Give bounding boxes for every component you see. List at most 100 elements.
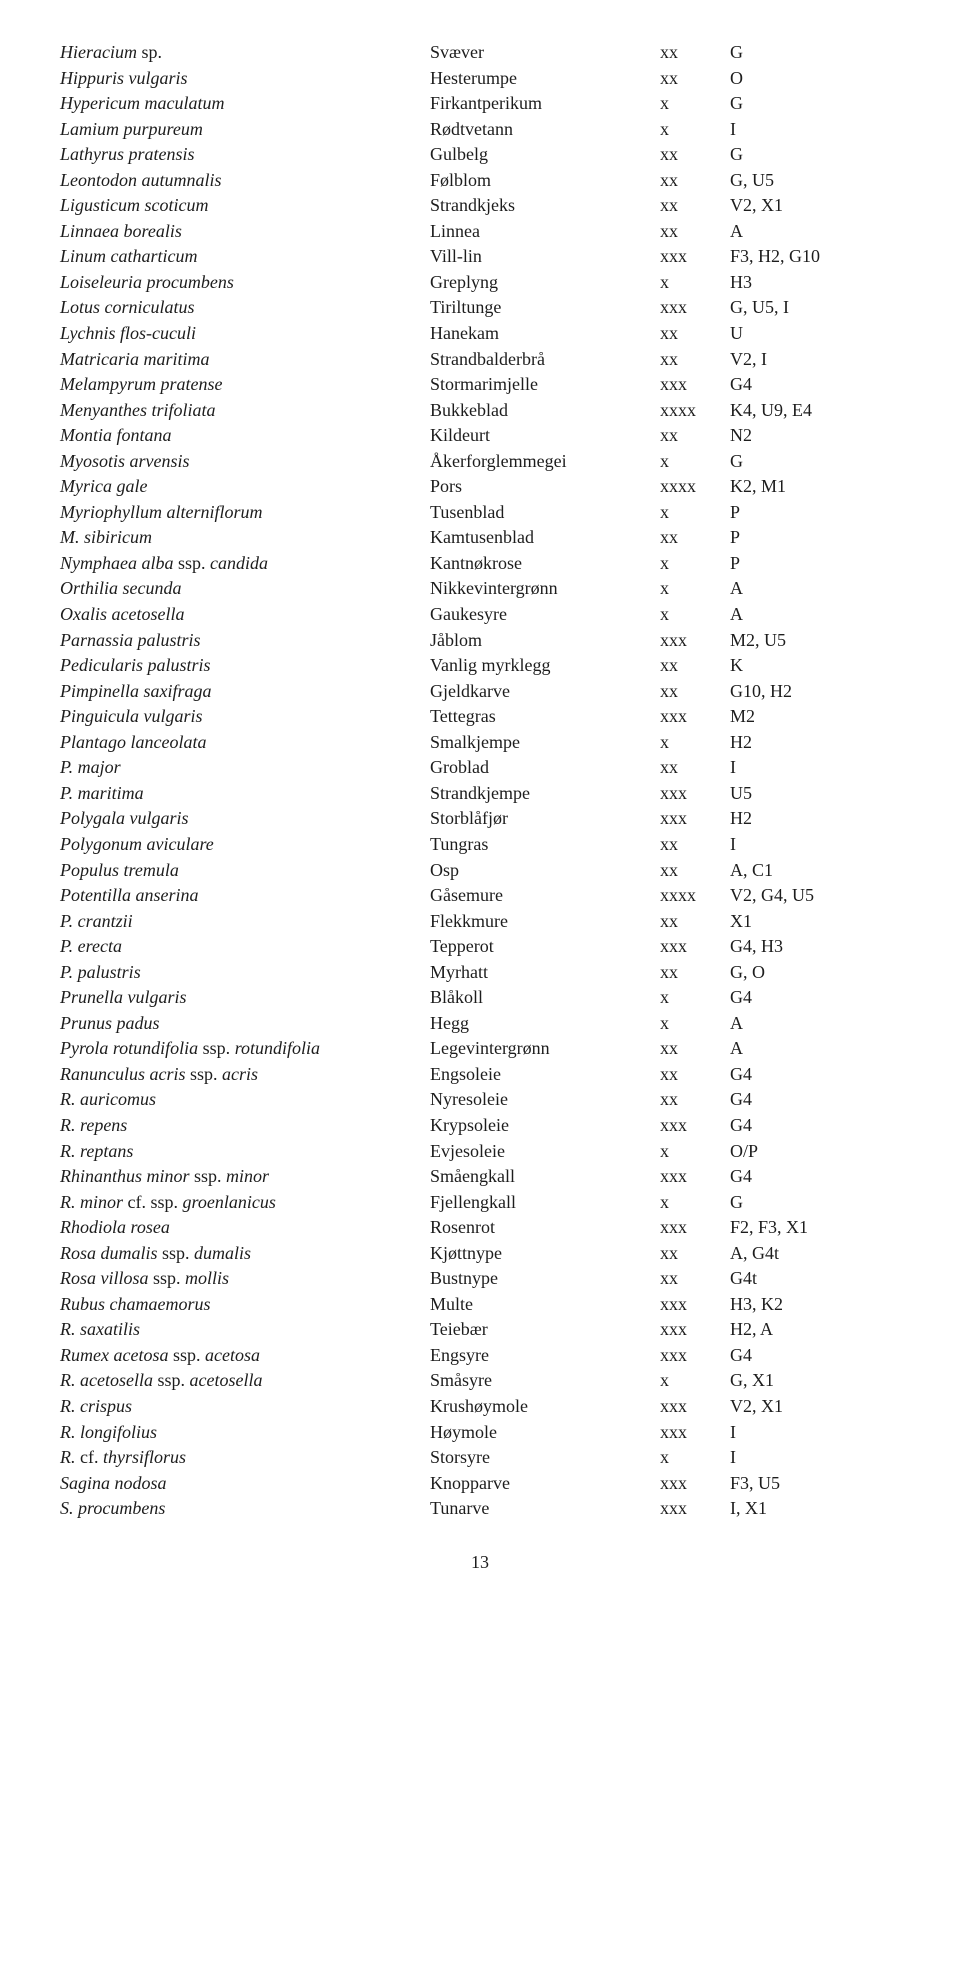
common-name: Nikkevintergrønn — [430, 576, 660, 602]
codes: I — [730, 832, 900, 858]
table-row: Melampyrum pratenseStormarimjellexxxG4 — [60, 372, 900, 398]
scientific-name: Parnassia palustris — [60, 628, 430, 654]
table-row: Hippuris vulgarisHesterumpexxO — [60, 66, 900, 92]
table-row: Hypericum maculatumFirkantperikumxG — [60, 91, 900, 117]
scientific-name: Populus tremula — [60, 858, 430, 884]
common-name: Småengkall — [430, 1164, 660, 1190]
scientific-name: P. major — [60, 755, 430, 781]
scientific-name: P. palustris — [60, 960, 430, 986]
table-row: M. sibiricumKamtusenbladxxP — [60, 525, 900, 551]
common-name: Gaukesyre — [430, 602, 660, 628]
table-row: P. majorGrobladxxI — [60, 755, 900, 781]
codes: H2, A — [730, 1317, 900, 1343]
scientific-name: Montia fontana — [60, 423, 430, 449]
frequency: x — [660, 117, 730, 143]
table-row: Ligusticum scoticumStrandkjeksxxV2, X1 — [60, 193, 900, 219]
codes: A — [730, 219, 900, 245]
table-row: Lathyrus pratensisGulbelgxxG — [60, 142, 900, 168]
common-name: Strandkjeks — [430, 193, 660, 219]
frequency: xxx — [660, 1317, 730, 1343]
table-row: Populus tremulaOspxxA, C1 — [60, 858, 900, 884]
frequency: xxx — [660, 1343, 730, 1369]
scientific-name: R. reptans — [60, 1139, 430, 1165]
scientific-name: Pimpinella saxifraga — [60, 679, 430, 705]
common-name: Firkantperikum — [430, 91, 660, 117]
frequency: x — [660, 270, 730, 296]
codes: I — [730, 1420, 900, 1446]
table-row: R. auricomusNyresoleiexxG4 — [60, 1087, 900, 1113]
table-row: Prunus padusHeggxA — [60, 1011, 900, 1037]
scientific-name: R. acetosella ssp. acetosella — [60, 1368, 430, 1394]
frequency: x — [660, 602, 730, 628]
frequency: xxx — [660, 295, 730, 321]
codes: G4 — [730, 1343, 900, 1369]
table-row: Linum catharticumVill-linxxxF3, H2, G10 — [60, 244, 900, 270]
table-row: Lotus corniculatusTiriltungexxxG, U5, I — [60, 295, 900, 321]
codes: A — [730, 602, 900, 628]
table-row: Pyrola rotundifolia ssp. rotundifoliaLeg… — [60, 1036, 900, 1062]
table-row: Linnaea borealisLinneaxxA — [60, 219, 900, 245]
scientific-name: M. sibiricum — [60, 525, 430, 551]
frequency: x — [660, 500, 730, 526]
scientific-name: Lamium purpureum — [60, 117, 430, 143]
frequency: xx — [660, 321, 730, 347]
table-row: R. acetosella ssp. acetosellaSmåsyrexG, … — [60, 1368, 900, 1394]
table-row: Orthilia secundaNikkevintergrønnxA — [60, 576, 900, 602]
scientific-name: Rhinanthus minor ssp. minor — [60, 1164, 430, 1190]
table-row: Pinguicula vulgarisTettegrasxxxM2 — [60, 704, 900, 730]
common-name: Kantnøkrose — [430, 551, 660, 577]
codes: V2, I — [730, 347, 900, 373]
scientific-name: Melampyrum pratense — [60, 372, 430, 398]
scientific-name: Prunus padus — [60, 1011, 430, 1037]
codes: K2, M1 — [730, 474, 900, 500]
codes: G10, H2 — [730, 679, 900, 705]
table-row: Lamium purpureumRødtvetannxI — [60, 117, 900, 143]
frequency: xx — [660, 168, 730, 194]
scientific-name: P. maritima — [60, 781, 430, 807]
common-name: Tepperot — [430, 934, 660, 960]
scientific-name: Rhodiola rosea — [60, 1215, 430, 1241]
codes: A — [730, 1036, 900, 1062]
codes: G — [730, 1190, 900, 1216]
scientific-name: Lychnis flos-cuculi — [60, 321, 430, 347]
table-row: Myriophyllum alterniflorumTusenbladxP — [60, 500, 900, 526]
frequency: x — [660, 1368, 730, 1394]
scientific-name: R. saxatilis — [60, 1317, 430, 1343]
common-name: Hegg — [430, 1011, 660, 1037]
scientific-name: P. erecta — [60, 934, 430, 960]
table-row: R. reptansEvjesoleiexO/P — [60, 1139, 900, 1165]
common-name: Kamtusenblad — [430, 525, 660, 551]
codes: G, X1 — [730, 1368, 900, 1394]
scientific-name: Hippuris vulgaris — [60, 66, 430, 92]
species-table: Hieracium sp.SvæverxxGHippuris vulgarisH… — [60, 40, 900, 1522]
common-name: Flekkmure — [430, 909, 660, 935]
frequency: xxx — [660, 372, 730, 398]
common-name: Rosenrot — [430, 1215, 660, 1241]
frequency: xx — [660, 193, 730, 219]
table-row: Rhinanthus minor ssp. minorSmåengkallxxx… — [60, 1164, 900, 1190]
scientific-name: Linnaea borealis — [60, 219, 430, 245]
frequency: xx — [660, 40, 730, 66]
common-name: Pors — [430, 474, 660, 500]
common-name: Vanlig myrklegg — [430, 653, 660, 679]
table-row: P. palustrisMyrhattxxG, O — [60, 960, 900, 986]
table-row: Prunella vulgarisBlåkollxG4 — [60, 985, 900, 1011]
table-row: Rumex acetosa ssp. acetosaEngsyrexxxG4 — [60, 1343, 900, 1369]
frequency: xxx — [660, 244, 730, 270]
common-name: Krypsoleie — [430, 1113, 660, 1139]
frequency: xxx — [660, 1394, 730, 1420]
table-row: Rosa villosa ssp. mollisBustnypexxG4t — [60, 1266, 900, 1292]
common-name: Tunarve — [430, 1496, 660, 1522]
scientific-name: R. auricomus — [60, 1087, 430, 1113]
table-row: Menyanthes trifoliataBukkebladxxxxK4, U9… — [60, 398, 900, 424]
frequency: xxx — [660, 806, 730, 832]
frequency: x — [660, 1190, 730, 1216]
common-name: Legevintergrønn — [430, 1036, 660, 1062]
table-row: Loiseleuria procumbensGreplyngxH3 — [60, 270, 900, 296]
table-row: R. crispusKrushøymolexxxV2, X1 — [60, 1394, 900, 1420]
table-row: P. erectaTepperotxxxG4, H3 — [60, 934, 900, 960]
codes: G4 — [730, 1087, 900, 1113]
table-row: R. saxatilisTeiebærxxxH2, A — [60, 1317, 900, 1343]
scientific-name: R. minor cf. ssp. groenlanicus — [60, 1190, 430, 1216]
codes: G4 — [730, 1113, 900, 1139]
